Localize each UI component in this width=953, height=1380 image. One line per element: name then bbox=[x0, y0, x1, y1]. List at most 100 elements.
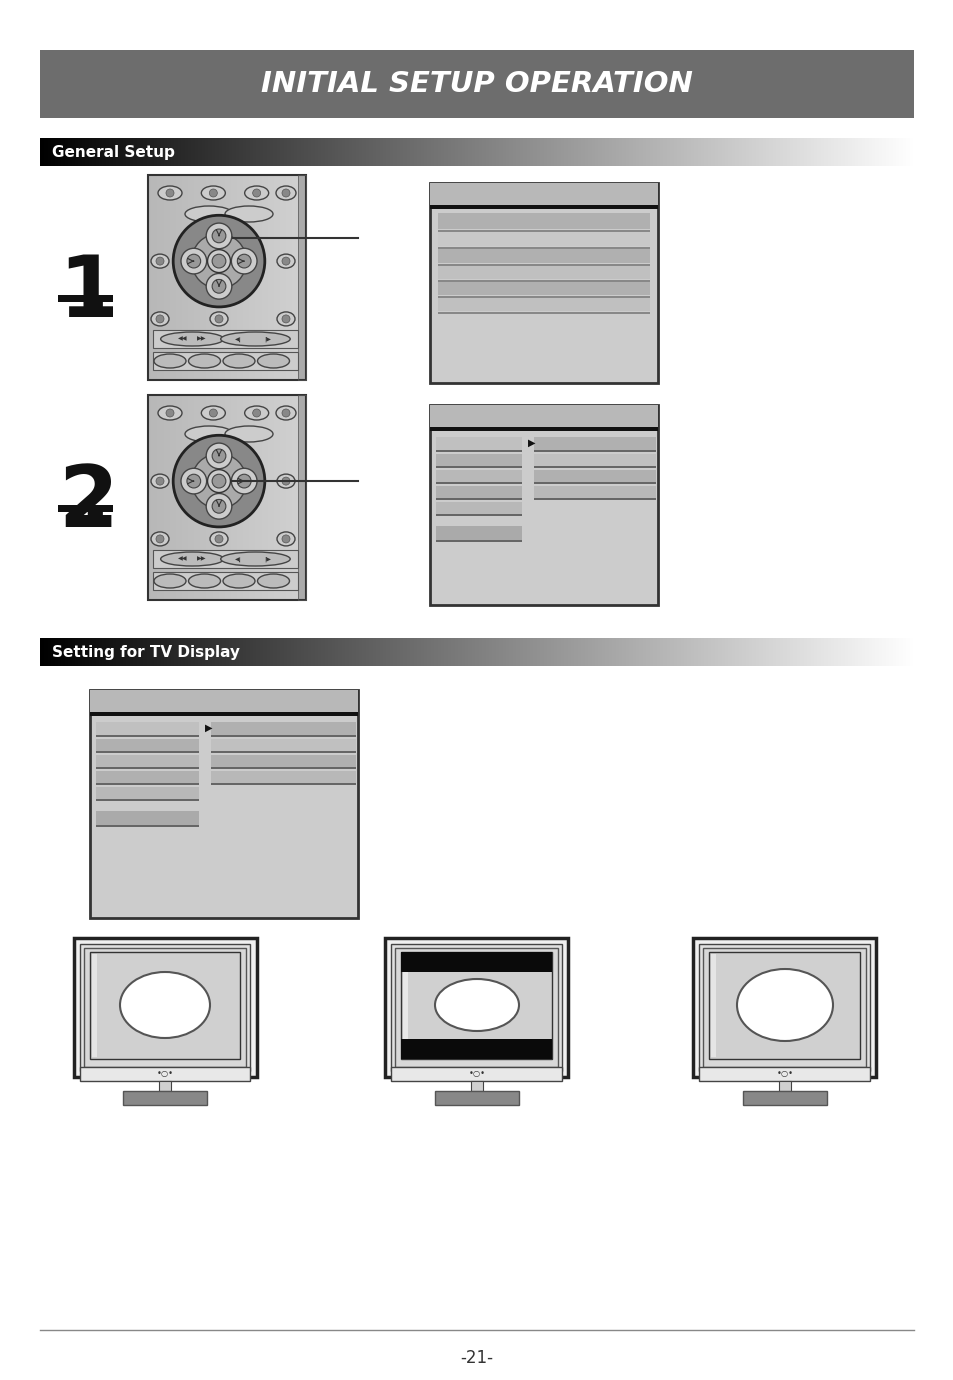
Bar bbox=[395, 948, 558, 1067]
Bar bbox=[437, 230, 649, 232]
Bar bbox=[96, 787, 198, 799]
Bar bbox=[90, 690, 357, 712]
Text: |▶: |▶ bbox=[264, 337, 272, 342]
Ellipse shape bbox=[276, 531, 294, 546]
Bar bbox=[84, 948, 246, 1067]
Text: •○•: •○• bbox=[776, 1070, 793, 1078]
Bar bbox=[58, 505, 112, 512]
Bar bbox=[437, 232, 649, 246]
Text: -21-: -21- bbox=[460, 1350, 493, 1368]
Ellipse shape bbox=[220, 333, 290, 346]
Bar bbox=[96, 771, 198, 782]
Ellipse shape bbox=[201, 406, 225, 420]
Circle shape bbox=[166, 189, 173, 197]
Circle shape bbox=[214, 315, 223, 323]
Bar bbox=[709, 951, 860, 1058]
Circle shape bbox=[212, 229, 226, 243]
Circle shape bbox=[282, 408, 290, 417]
Text: Setting for TV Display: Setting for TV Display bbox=[52, 644, 240, 660]
Circle shape bbox=[282, 257, 290, 265]
Ellipse shape bbox=[160, 333, 224, 346]
Bar bbox=[211, 767, 355, 769]
Text: 2: 2 bbox=[58, 462, 118, 545]
Bar bbox=[533, 471, 656, 482]
Bar bbox=[437, 247, 649, 248]
Bar bbox=[436, 513, 521, 516]
Circle shape bbox=[208, 250, 231, 273]
Ellipse shape bbox=[160, 552, 224, 566]
Circle shape bbox=[181, 248, 207, 273]
Ellipse shape bbox=[244, 406, 269, 420]
Bar bbox=[152, 551, 297, 569]
Bar bbox=[436, 437, 521, 450]
Text: INITIAL SETUP OPERATION: INITIAL SETUP OPERATION bbox=[261, 70, 692, 98]
Bar bbox=[211, 722, 355, 736]
Bar bbox=[159, 1081, 171, 1090]
Ellipse shape bbox=[153, 355, 186, 368]
Ellipse shape bbox=[201, 186, 225, 200]
Bar bbox=[436, 471, 521, 482]
Circle shape bbox=[237, 254, 251, 268]
Bar bbox=[40, 50, 913, 119]
Ellipse shape bbox=[151, 254, 169, 268]
Bar bbox=[437, 282, 649, 295]
Ellipse shape bbox=[151, 531, 169, 546]
Bar bbox=[436, 466, 521, 468]
Circle shape bbox=[156, 535, 164, 542]
Bar bbox=[436, 454, 521, 466]
Bar bbox=[699, 1067, 869, 1081]
Ellipse shape bbox=[225, 426, 273, 442]
Circle shape bbox=[206, 494, 232, 519]
Bar bbox=[437, 298, 649, 310]
Bar bbox=[436, 450, 521, 453]
Circle shape bbox=[253, 408, 260, 417]
Bar bbox=[211, 740, 355, 751]
Circle shape bbox=[156, 315, 164, 323]
Bar bbox=[435, 1090, 518, 1104]
Bar bbox=[742, 1090, 826, 1104]
Circle shape bbox=[173, 215, 265, 306]
Ellipse shape bbox=[120, 972, 210, 1038]
Circle shape bbox=[192, 454, 246, 509]
Ellipse shape bbox=[244, 186, 269, 200]
Bar bbox=[96, 736, 198, 737]
Bar bbox=[436, 498, 521, 500]
Bar bbox=[96, 740, 198, 751]
Bar bbox=[297, 175, 306, 380]
Bar bbox=[430, 184, 658, 384]
Ellipse shape bbox=[185, 426, 233, 442]
Bar bbox=[73, 937, 256, 1076]
Bar bbox=[391, 1067, 562, 1081]
Ellipse shape bbox=[189, 574, 220, 588]
Text: ▶▶: ▶▶ bbox=[196, 556, 206, 562]
Bar bbox=[436, 482, 521, 484]
Circle shape bbox=[282, 189, 290, 197]
Ellipse shape bbox=[220, 552, 290, 566]
Ellipse shape bbox=[225, 206, 273, 222]
Bar bbox=[96, 722, 198, 736]
Circle shape bbox=[253, 189, 260, 197]
Bar bbox=[437, 312, 649, 315]
Circle shape bbox=[156, 477, 164, 486]
Text: ▶▶: ▶▶ bbox=[196, 337, 206, 341]
Ellipse shape bbox=[275, 406, 295, 420]
Ellipse shape bbox=[737, 969, 832, 1041]
Bar bbox=[533, 454, 656, 466]
Bar bbox=[693, 937, 876, 1076]
Bar bbox=[148, 395, 306, 600]
Ellipse shape bbox=[189, 355, 220, 368]
Text: ▶: ▶ bbox=[204, 723, 212, 733]
Bar bbox=[702, 948, 865, 1067]
Ellipse shape bbox=[275, 186, 295, 200]
Bar bbox=[96, 755, 198, 767]
Circle shape bbox=[187, 254, 200, 268]
Circle shape bbox=[181, 468, 207, 494]
Text: ◀◀: ◀◀ bbox=[178, 556, 188, 562]
Circle shape bbox=[209, 189, 217, 197]
Circle shape bbox=[206, 273, 232, 299]
Bar bbox=[436, 486, 521, 498]
Ellipse shape bbox=[158, 186, 182, 200]
Bar bbox=[385, 937, 568, 1076]
Bar bbox=[211, 782, 355, 785]
Circle shape bbox=[232, 248, 256, 273]
